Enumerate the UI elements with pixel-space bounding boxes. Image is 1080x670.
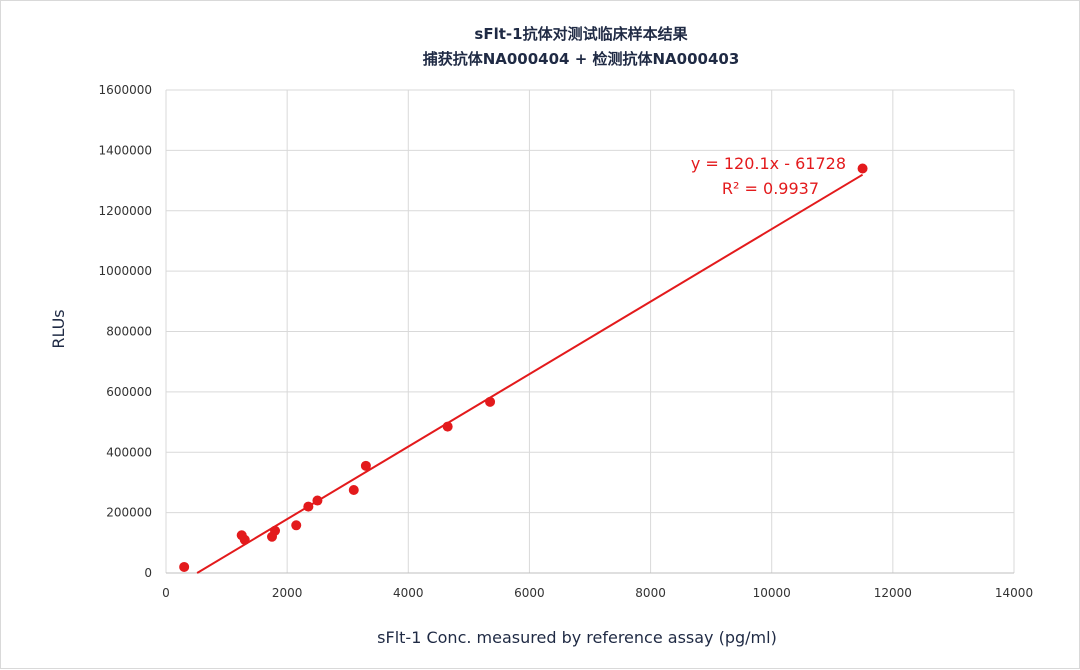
data-points [179,163,868,572]
y-tick-label: 800000 [106,325,152,339]
trendline-r-squared: R² = 0.9937 [722,179,819,198]
y-tick-label: 1200000 [99,204,152,218]
data-point [857,163,868,174]
x-tick-label: 2000 [272,586,303,600]
x-axis-ticks: 0 2000 4000 6000 8000 10000 12000 14000 [162,586,1033,600]
x-tick-label: 4000 [393,586,424,600]
y-tick-label: 1600000 [99,83,152,97]
trendline-equation: y = 120.1x - 61728 [691,154,846,173]
x-axis-title: sFlt-1 Conc. measured by reference assay… [377,628,777,647]
data-point [442,421,453,432]
chart-subtitle: 捕获抗体NA000404 + 检测抗体NA000403 [423,50,740,68]
gridlines [165,89,1015,574]
y-tick-label: 0 [144,566,152,580]
y-tick-label: 200000 [106,506,152,520]
y-tick-label: 400000 [106,445,152,459]
data-point [239,534,250,545]
y-axis-ticks: 0 200000 400000 600000 800000 1000000 1200000 1… [99,83,152,580]
y-axis-title: RLUs [49,309,68,348]
x-tick-label: 6000 [514,586,545,600]
data-point [270,525,281,536]
x-tick-label: 12000 [874,586,912,600]
data-point [291,520,302,531]
x-tick-label: 10000 [753,586,791,600]
data-point [179,561,190,572]
y-tick-label: 600000 [106,385,152,399]
x-tick-label: 0 [162,586,170,600]
data-point [303,501,314,512]
chart-title: sFlt-1抗体对测试临床样本结果 [474,25,688,43]
y-tick-label: 1000000 [99,264,152,278]
data-point [485,396,496,407]
data-point [312,495,323,506]
y-tick-label: 1400000 [99,143,152,157]
x-tick-label: 8000 [635,586,666,600]
data-point [360,460,371,471]
x-tick-label: 14000 [995,586,1033,600]
data-point [348,484,359,495]
